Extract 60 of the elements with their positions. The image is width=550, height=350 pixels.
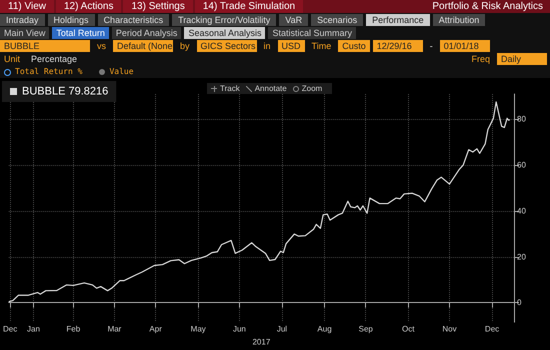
x-tick-label: Jun [232,324,246,334]
x-tick-label: Dec [484,324,500,334]
text: Period Analysis [112,27,182,39]
text: Time [310,40,332,52]
y-tick-label: 60 [517,160,526,170]
text: Custo [338,40,370,52]
x-tick-label: Nov [442,324,457,334]
line-series [8,101,510,302]
y-tick-label: 40 [517,206,526,216]
text: Unit [3,53,22,65]
text: VaR [279,14,308,26]
y-tick-label: 20 [517,252,526,262]
text: Total Return % [14,66,84,78]
text: Default (None [113,40,173,52]
text: Characteristics [98,14,170,26]
x-tick-label: Mar [108,324,122,334]
y-tick-label: 80 [517,114,526,124]
text: Total Return [52,27,109,39]
text: Value [108,66,135,78]
y-tick-label: 0 [517,298,522,308]
text: USD [278,40,305,52]
text: 13) Settings [123,0,193,13]
text: Attribution [432,14,486,26]
text: by [179,40,191,52]
text: Scenarios [311,14,364,26]
text: Zoom [302,84,322,93]
x-tick-label: May [190,324,206,334]
text: 11) View [0,0,54,13]
text: Main View [0,27,50,39]
x-tick-label: Dec [2,324,18,334]
x-axis-title: 2017 [252,338,271,346]
legend-label: BUBBLE 79.8216 [22,86,108,98]
text: 14) Trade Simulation [194,0,304,13]
text: 01/01/18 [440,40,490,52]
x-tick-label: Apr [149,324,162,334]
text: 12/29/16 [372,40,423,52]
text: GICS Sectors [196,40,257,52]
text: Seasonal Analysis [184,27,266,39]
text: Freq [470,53,491,65]
text: Performance [366,14,430,26]
text: Annotate [254,84,287,93]
x-tick-label: Jul [276,324,288,334]
text: Track [220,84,240,93]
x-tick-label: Oct [402,324,416,334]
text: Tracking Error/Volatility [172,14,276,26]
x-tick-label: Jan [27,324,40,334]
text: 12) Actions [56,0,122,13]
text: Daily [497,53,547,65]
text: Statistical Summary [268,27,356,39]
text: BUBBLE [0,40,90,52]
text: in [262,40,272,52]
text: Holdings [48,14,95,26]
text: - [428,40,434,52]
text: Percentage [30,53,78,65]
text: Intraday [0,14,45,26]
x-tick-label: Feb [66,324,81,334]
x-tick-label: Aug [317,324,332,334]
text: Portfolio & Risk Analytics [431,0,544,13]
text: vs [96,40,107,52]
x-tick-label: Sep [358,324,374,334]
